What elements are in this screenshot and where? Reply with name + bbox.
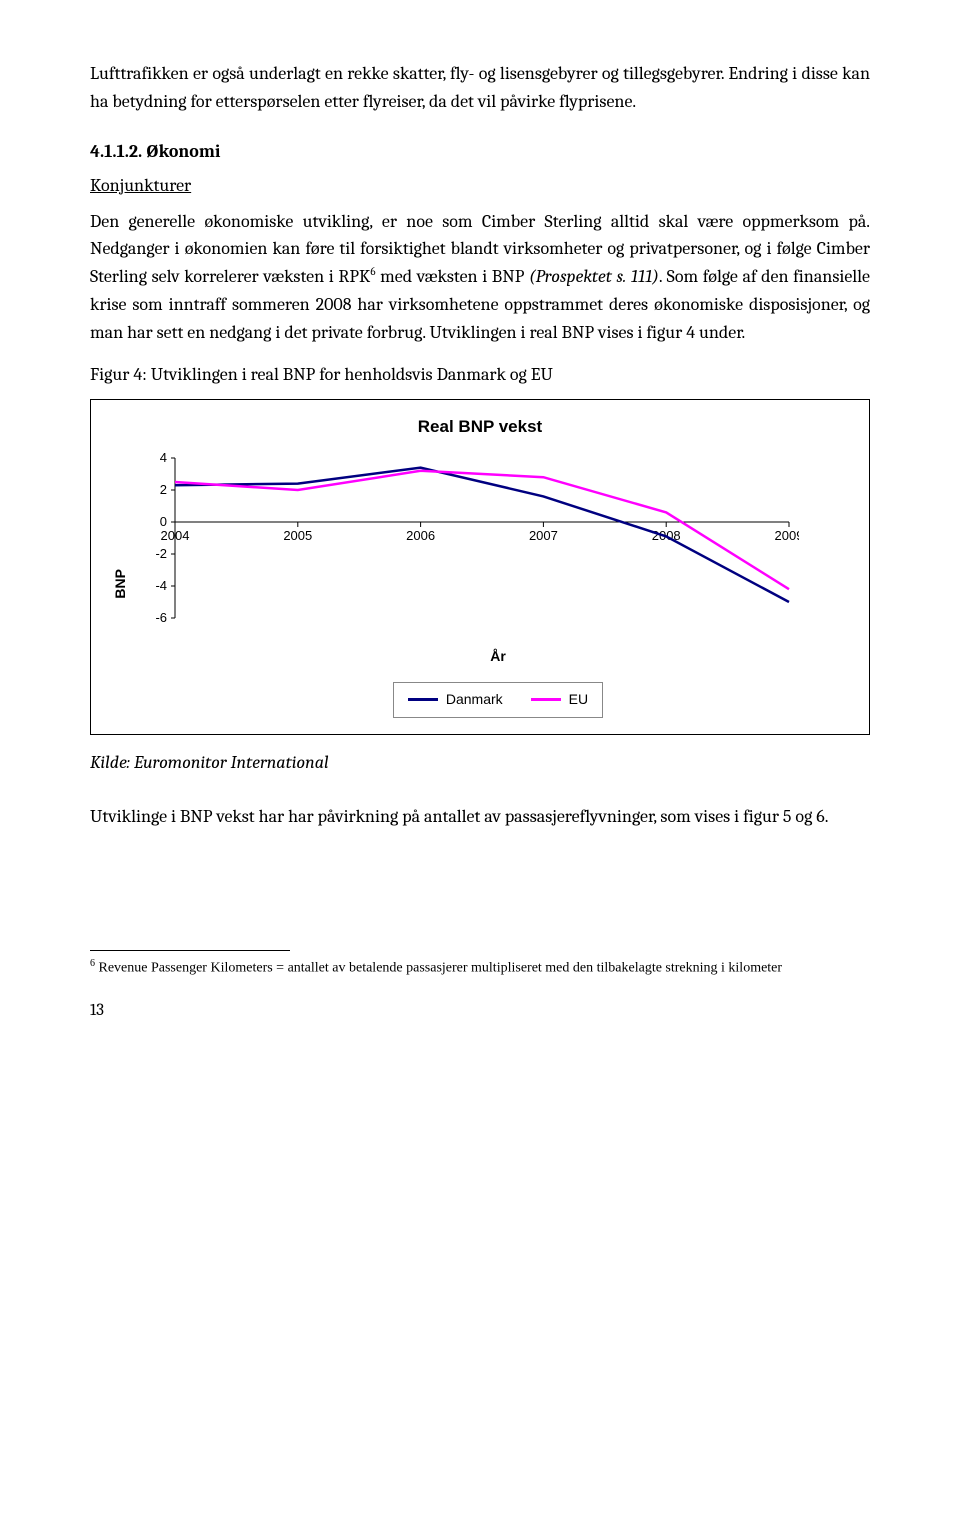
svg-text:2006: 2006: [406, 528, 435, 543]
legend-label: Danmark: [446, 689, 503, 711]
svg-text:2009: 2009: [775, 528, 799, 543]
chart-svg: 420-2-4-6200420052006200720082009: [139, 450, 799, 640]
chart-xlabel: År: [139, 646, 857, 668]
chart-plot-area: 420-2-4-6200420052006200720082009 År Dan…: [139, 450, 857, 717]
legend-swatch: [531, 698, 561, 701]
chart-title: Real BNP vekst: [103, 414, 857, 440]
legend-item: Danmark: [408, 689, 503, 711]
figure-source: Kilde: Euromonitor International: [90, 749, 870, 777]
chart-ylabel: BNP: [110, 569, 132, 599]
page-number: 13: [90, 998, 870, 1024]
svg-text:-4: -4: [155, 578, 167, 593]
figure-4-caption: Figur 4: Utviklingen i real BNP for henh…: [90, 361, 870, 389]
svg-text:2005: 2005: [283, 528, 312, 543]
chart-legend: Danmark EU: [393, 682, 603, 718]
svg-text:2: 2: [160, 482, 167, 497]
chart-container: Real BNP vekst BNP 4 2 0 -2 -4 -6 2004 2005 2006…: [90, 399, 870, 735]
legend-label: EU: [569, 689, 588, 711]
paragraph-2-part-b: med væksten i BNP: [376, 266, 529, 287]
chart-ylabel-cell: BNP: [103, 450, 139, 717]
subheading-konjunkturer: Konjunkturer: [90, 172, 870, 200]
paragraph-2-citation: (Prospektet s. 111): [529, 266, 659, 287]
footnote-6: 6 Revenue Passenger Kilometers = antalle…: [90, 957, 870, 978]
svg-text:2007: 2007: [529, 528, 558, 543]
section-number-heading: 4.1.1.2. Økonomi: [90, 138, 870, 166]
svg-text:4: 4: [160, 450, 167, 465]
svg-text:-6: -6: [155, 610, 167, 625]
legend-item: EU: [531, 689, 588, 711]
footnote-rule: [90, 950, 290, 951]
svg-text:2004: 2004: [161, 528, 190, 543]
svg-text:-2: -2: [155, 546, 167, 561]
footnote-text: Revenue Passenger Kilometers = antallet …: [95, 961, 782, 976]
svg-text:0: 0: [160, 514, 167, 529]
paragraph-3: Utviklinge i BNP vekst har har påvirknin…: [90, 803, 870, 831]
paragraph-2: Den generelle økonomiske utvikling, er n…: [90, 208, 870, 347]
legend-swatch: [408, 698, 438, 701]
paragraph-1: Lufttrafikken er også underlagt en rekke…: [90, 60, 870, 116]
